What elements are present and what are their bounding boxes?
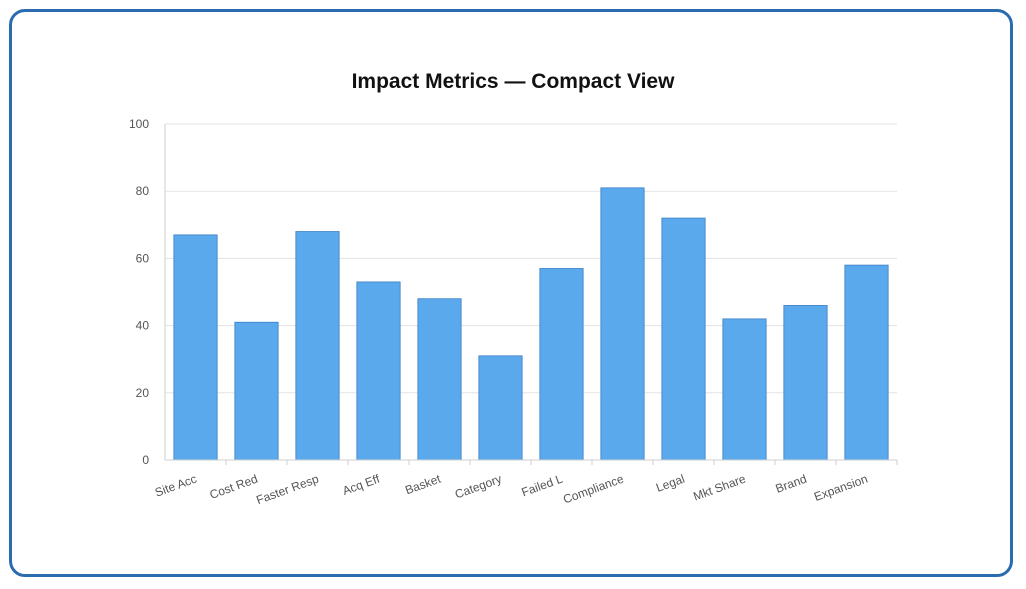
- y-tick-label: 20: [136, 386, 150, 400]
- x-tick-label: Acq Eff: [341, 471, 383, 498]
- bar: [173, 234, 218, 461]
- x-tick-label: Compliance: [561, 472, 626, 507]
- x-tick-label: Brand: [774, 472, 809, 496]
- y-tick-label: 80: [136, 184, 150, 198]
- y-tick-label: 0: [142, 453, 149, 467]
- bar: [478, 355, 523, 461]
- bar: [783, 305, 828, 461]
- bar: [661, 217, 706, 461]
- x-tick-label: Faster Resp: [254, 472, 321, 508]
- x-tick-label: Expansion: [812, 472, 869, 504]
- y-axis-tick-labels: 0 20 40 60 80 100: [129, 117, 149, 467]
- x-tick-label: Legal: [654, 472, 686, 495]
- x-tick-label: Site Acc: [153, 472, 199, 500]
- bar: [417, 298, 462, 461]
- bar: [356, 281, 401, 461]
- chart-title: Impact Metrics — Compact View: [351, 70, 675, 93]
- axes: [164, 124, 898, 465]
- gridlines: [165, 123, 897, 394]
- x-tick-label: Basket: [403, 471, 443, 497]
- x-tick-label: Category: [453, 472, 504, 502]
- y-tick-label: 60: [136, 251, 150, 265]
- x-tick-label: Failed L: [520, 472, 565, 500]
- x-tick-label: Cost Red: [208, 472, 260, 502]
- y-tick-label: 40: [136, 319, 150, 333]
- x-tick-label: Mkt Share: [691, 472, 747, 504]
- bar: [295, 231, 340, 461]
- bar: [722, 318, 767, 461]
- bar: [539, 268, 584, 461]
- y-tick-label: 100: [129, 117, 149, 131]
- bars: [173, 187, 889, 461]
- bar: [600, 187, 645, 461]
- bar: [844, 264, 889, 461]
- bar: [234, 321, 279, 461]
